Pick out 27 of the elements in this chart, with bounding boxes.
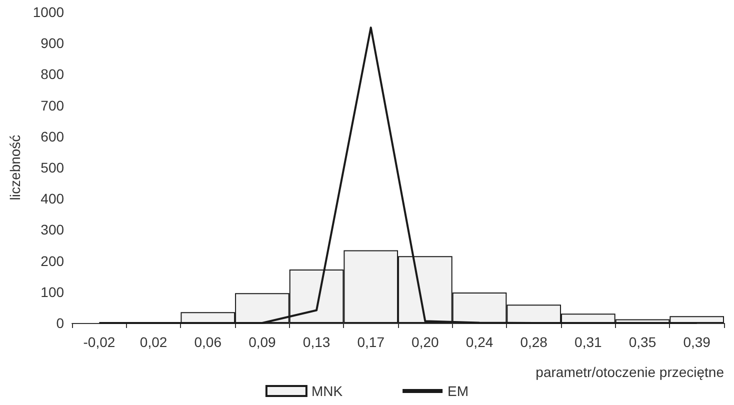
y-axis-title: liczebność bbox=[7, 134, 23, 200]
x-tick-label: 0,13 bbox=[302, 334, 330, 350]
x-axis-title: parametr/otoczenie przeciętne bbox=[536, 364, 724, 380]
y-tick-label: 800 bbox=[40, 66, 64, 82]
y-tick-label: 500 bbox=[40, 160, 64, 176]
x-tick-label: 0,17 bbox=[357, 334, 385, 350]
x-tick-label: -0,02 bbox=[83, 334, 116, 350]
x-tick-label: 0,06 bbox=[194, 334, 222, 350]
x-tick-label: 0,39 bbox=[683, 334, 711, 350]
y-tick-label: 600 bbox=[40, 128, 64, 144]
y-tick-label: 200 bbox=[40, 252, 64, 269]
x-tick-label: 0,02 bbox=[140, 334, 168, 350]
y-tick-label: 300 bbox=[40, 222, 64, 238]
x-tick-label: 0,28 bbox=[520, 334, 548, 350]
y-tick-label: 100 bbox=[40, 284, 64, 300]
y-tick-label: 1000 bbox=[32, 4, 64, 20]
legend-label: MNK bbox=[311, 383, 344, 399]
y-tick-label: 0 bbox=[56, 315, 64, 331]
y-tick-label: 400 bbox=[40, 190, 64, 207]
y-tick-label: 700 bbox=[40, 97, 64, 114]
y-tick-label: 900 bbox=[40, 35, 64, 52]
legend-label: EM bbox=[448, 383, 469, 399]
x-tick-label: 0,20 bbox=[412, 334, 440, 350]
x-tick-label: 0,24 bbox=[466, 334, 494, 350]
x-tick-label: 0,31 bbox=[574, 334, 602, 350]
x-tick-label: 0,35 bbox=[628, 334, 656, 350]
x-tick-label: 0,09 bbox=[248, 334, 276, 350]
